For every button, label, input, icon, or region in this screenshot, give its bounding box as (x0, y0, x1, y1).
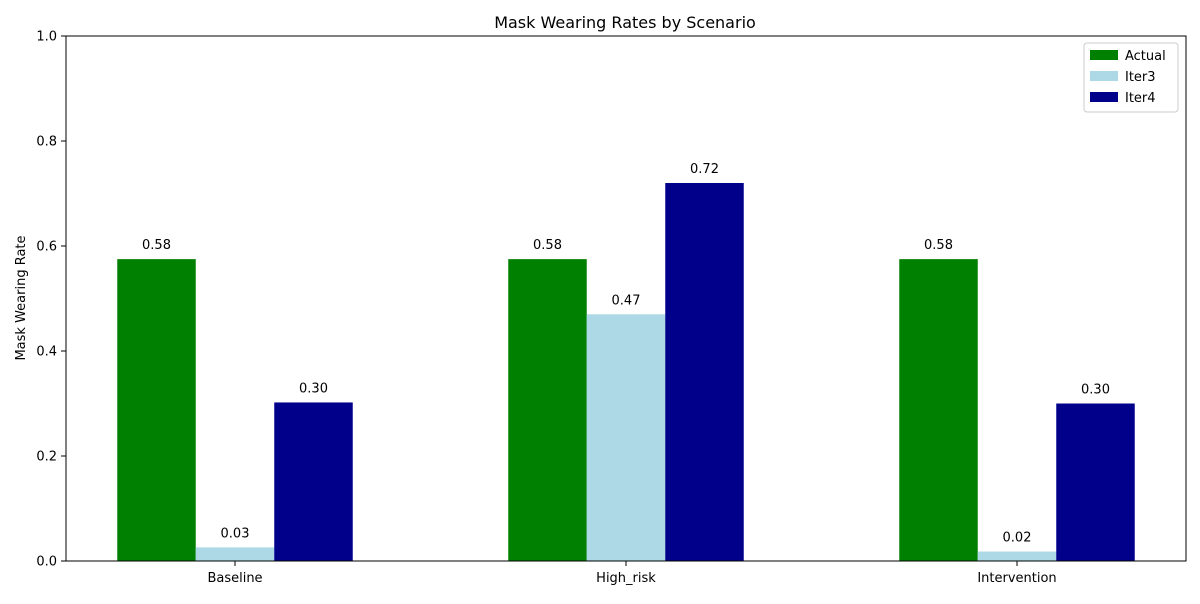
y-tick-label: 0.0 (36, 555, 57, 570)
legend-swatch-actual (1090, 50, 1118, 60)
bar-actual-high_risk (508, 259, 587, 562)
y-axis-label: Mask Wearing Rate (14, 235, 29, 360)
bar-actual-baseline (117, 259, 196, 562)
bars-group (117, 183, 1135, 562)
bar-iter4-high_risk (665, 183, 744, 561)
data-label-actual-intervention: 0.58 (924, 238, 953, 253)
bar-iter4-baseline (274, 402, 353, 561)
bar-actual-intervention (899, 259, 978, 562)
x-tick-label-high_risk: High_risk (596, 571, 656, 586)
legend: Actual Iter3 Iter4 (1083, 42, 1179, 113)
x-tick-label-intervention: Intervention (977, 571, 1056, 586)
legend-label-iter3: Iter3 (1125, 70, 1156, 85)
legend-label-iter4: Iter4 (1125, 91, 1156, 106)
data-label-iter4-intervention: 0.30 (1081, 383, 1110, 398)
y-tick-label: 1.0 (36, 30, 57, 45)
chart-title: Mask Wearing Rates by Scenario (494, 13, 756, 32)
axes-group: 0.0 0.2 0.4 0.6 0.8 1.0 Baseline High_risk Inter… (36, 30, 1187, 586)
data-labels-group: 0.58 0.58 0.58 0.03 0.47 0.02 0.30 0.72 0.30 (142, 162, 1110, 546)
y-tick-label: 0.6 (36, 240, 57, 255)
legend-swatch-iter4 (1090, 92, 1118, 102)
data-label-iter3-intervention: 0.02 (1003, 531, 1032, 546)
data-label-actual-high_risk: 0.58 (533, 238, 562, 253)
data-label-iter4-baseline: 0.30 (299, 381, 328, 396)
legend-swatch-iter3 (1090, 71, 1118, 81)
legend-label-actual: Actual (1125, 49, 1166, 64)
y-tick-label: 0.4 (36, 345, 57, 360)
data-label-iter3-baseline: 0.03 (221, 526, 250, 541)
bar-iter3-intervention (977, 551, 1057, 561)
bar-iter3-baseline (195, 547, 275, 561)
x-tick-label-baseline: Baseline (207, 571, 262, 586)
bar-iter3-high_risk (586, 314, 666, 561)
data-label-actual-baseline: 0.58 (142, 238, 171, 253)
y-tick-label: 0.8 (36, 135, 57, 150)
data-label-iter4-high_risk: 0.72 (690, 162, 719, 177)
data-label-iter3-high_risk: 0.47 (612, 293, 641, 308)
bar-iter4-intervention (1056, 403, 1135, 561)
y-tick-label: 0.2 (36, 450, 57, 465)
